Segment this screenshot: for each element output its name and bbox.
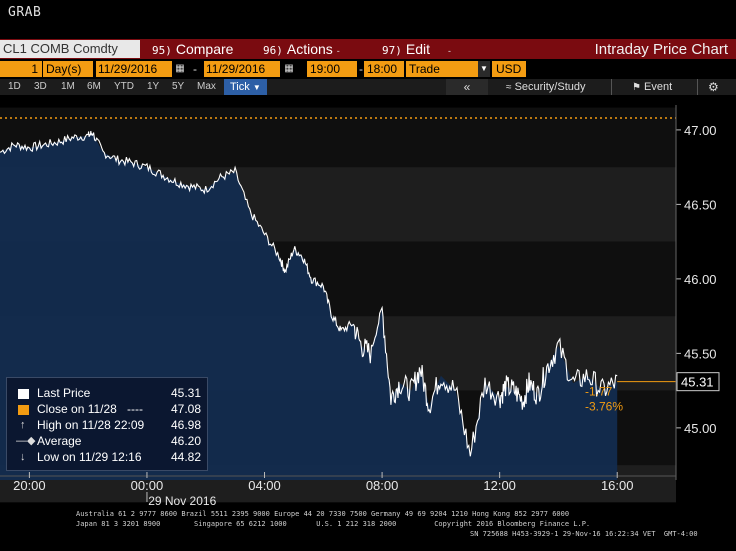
- low-value: 44.82: [170, 450, 201, 464]
- security-study-label: Security/Study: [514, 81, 586, 93]
- tick-dropdown[interactable]: Tick ▼: [224, 79, 267, 95]
- footer: Australia 61 2 9777 8600 Brazil 5511 239…: [0, 506, 736, 551]
- security-field[interactable]: CL1 COMB Comdty: [0, 40, 140, 58]
- end-date-input[interactable]: 11/29/2016: [204, 61, 280, 77]
- close-label: Close on 11/28: [37, 402, 117, 416]
- collapse-button[interactable]: «: [446, 79, 488, 95]
- range-1d[interactable]: 1D: [8, 81, 21, 92]
- average-marker-icon: —◆: [16, 435, 36, 447]
- time-dash-icon: -: [359, 62, 363, 76]
- event-button[interactable]: ⚑ Event: [632, 79, 672, 95]
- actions-dropdown-icon: ‑: [336, 46, 340, 56]
- chevron-down-icon: ▼: [252, 83, 261, 92]
- flag-icon: ⚑: [632, 82, 641, 93]
- toolbar-divider: [697, 79, 698, 95]
- date-dash-icon: -: [193, 62, 197, 76]
- high-marker-icon: ↑: [20, 419, 26, 431]
- range-max[interactable]: Max: [197, 81, 216, 92]
- edit-dropdown-icon: ‑: [448, 46, 451, 56]
- date-label: 29 Nov 2016: [148, 494, 216, 508]
- x-tick-label: 20:00: [13, 478, 46, 493]
- end-time-input[interactable]: 18:00: [364, 61, 404, 77]
- footer-contacts-line: Australia 61 2 9777 8600 Brazil 5511 239…: [76, 510, 570, 518]
- calendar-icon[interactable]: ▦: [284, 63, 294, 74]
- window-title: Intraday Price Chart: [594, 41, 728, 58]
- currency-field[interactable]: USD: [492, 61, 526, 77]
- y-tick-label: 46.50: [684, 197, 717, 212]
- last-price-value: 45.31: [170, 386, 201, 400]
- compare-label: Compare: [175, 41, 234, 57]
- range-1m[interactable]: 1M: [61, 81, 75, 92]
- edit-label: Edit: [405, 41, 430, 57]
- price-line: [0, 130, 618, 457]
- toolbar-divider: [611, 79, 612, 95]
- y-tick-label: 45.50: [684, 346, 717, 361]
- footer-session-line: SN 725688 H453-3929-1 29-Nov-16 16:22:34…: [470, 530, 698, 538]
- grab-label: GRAB: [8, 5, 42, 20]
- high-value: 46.98: [170, 418, 201, 432]
- last-price-label: Last Price: [37, 386, 91, 400]
- chart-lines-icon: ≈: [506, 82, 512, 93]
- legend-low: ↓ Low on 11/29 12:16 44.82: [7, 450, 207, 465]
- actions-number: 96): [263, 44, 283, 57]
- period-count-input[interactable]: 1: [0, 61, 42, 77]
- last-price-swatch: [18, 389, 29, 399]
- edit-button[interactable]: 97) Edit ‑: [382, 39, 451, 59]
- last-price-tag-box: [676, 372, 720, 392]
- x-tick-label: 00:00: [131, 478, 164, 493]
- menu-bar: [0, 39, 736, 59]
- range-ytd[interactable]: YTD: [114, 81, 134, 92]
- compare-number: 95): [152, 44, 172, 57]
- range-bar: [0, 79, 736, 95]
- average-value: 46.20: [170, 434, 201, 448]
- x-tick-label: 04:00: [248, 478, 281, 493]
- double-chevron-left-icon: «: [463, 80, 471, 94]
- range-6m[interactable]: 6M: [87, 81, 101, 92]
- range-5y[interactable]: 5Y: [172, 81, 185, 92]
- event-label: Event: [644, 81, 673, 93]
- low-marker-icon: ↓: [20, 451, 26, 463]
- start-date-input[interactable]: 11/29/2016: [96, 61, 172, 77]
- chart-legend: Last Price 45.31 Close on 11/28 ---- 47.…: [6, 377, 208, 471]
- security-study-button[interactable]: ≈ Security/Study: [506, 79, 585, 95]
- change-absolute: -1.77: [585, 385, 613, 399]
- gear-icon[interactable]: ⚙: [708, 80, 719, 94]
- calendar-icon[interactable]: ▦: [175, 63, 185, 74]
- last-price-tag: 45.31: [681, 375, 714, 390]
- compare-button[interactable]: 95) Compare: [152, 39, 233, 59]
- top-bar: [0, 0, 736, 38]
- y-tick-label: 46.00: [684, 272, 717, 287]
- period-unit-select[interactable]: Day(s): [43, 61, 93, 77]
- x-tick-label: 08:00: [366, 478, 399, 493]
- low-label: Low on 11/29 12:16: [37, 450, 142, 464]
- change-percent: -3.76%: [585, 400, 623, 414]
- legend-high: ↑ High on 11/28 22:09 46.98: [7, 418, 207, 433]
- range-1y[interactable]: 1Y: [147, 81, 160, 92]
- start-time-input[interactable]: 19:00: [307, 61, 357, 77]
- x-tick-label: 12:00: [483, 478, 516, 493]
- tick-label: Tick: [230, 81, 250, 93]
- actions-button[interactable]: 96) Actions ‑: [263, 39, 340, 59]
- high-label: High on 11/28 22:09: [37, 418, 145, 432]
- event-type-select[interactable]: Trade: [406, 61, 478, 77]
- edit-number: 97): [382, 44, 402, 57]
- actions-label: Actions: [286, 41, 333, 57]
- chevron-down-icon[interactable]: ▼: [478, 61, 490, 77]
- x-tick-label: 16:00: [601, 478, 634, 493]
- legend-last-price: Last Price 45.31: [7, 386, 207, 401]
- y-tick-label: 45.00: [684, 421, 717, 436]
- range-3d[interactable]: 3D: [34, 81, 47, 92]
- close-dashes: ----: [127, 402, 143, 416]
- y-tick-label: 47.00: [684, 123, 717, 138]
- average-label: Average: [37, 434, 82, 448]
- footer-contacts-line: Japan 81 3 3201 8900 Singapore 65 6212 1…: [76, 520, 591, 528]
- legend-average: —◆ Average 46.20: [7, 434, 207, 449]
- legend-close: Close on 11/28 ---- 47.08: [7, 402, 207, 417]
- close-value: 47.08: [170, 402, 201, 416]
- close-swatch: [18, 405, 29, 415]
